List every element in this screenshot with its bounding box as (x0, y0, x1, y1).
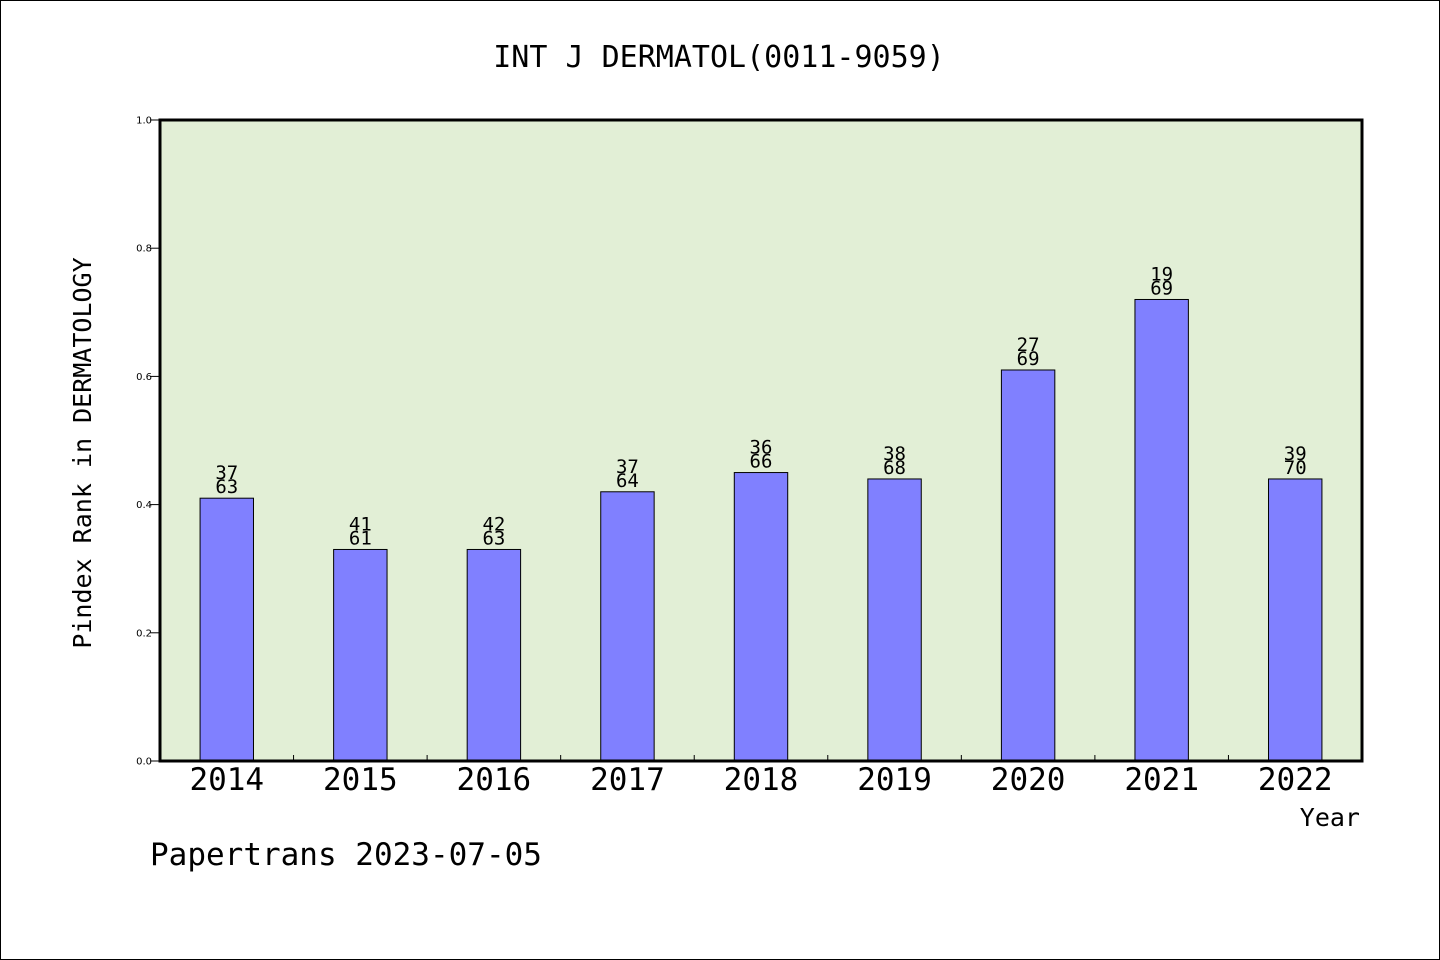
x-tick-label: 2019 (857, 762, 932, 798)
bar-rank-label: 27 (1017, 334, 1040, 356)
bar (867, 478, 922, 762)
bar-total-label: 68 (883, 457, 906, 479)
y-axis-label: Pindex Rank in DERMATOLOGY (68, 257, 97, 648)
footer-credit: Papertrans 2023-07-05 (150, 837, 542, 873)
bar (600, 491, 655, 762)
bar-total-label: 69 (1150, 277, 1173, 299)
bar-rank-label: 36 (750, 437, 773, 459)
x-tick-label: 2022 (1258, 762, 1333, 798)
x-tick-label: 2018 (724, 762, 799, 798)
bar-rank-label: 38 (883, 443, 906, 465)
bar-total-label: 64 (616, 470, 639, 492)
bar-rank-label: 19 (1150, 263, 1173, 285)
bar-total-label: 63 (482, 527, 505, 549)
x-tick-label: 2016 (457, 762, 532, 798)
y-tick-label: 0.0 (136, 757, 152, 768)
chart-title: INT J DERMATOL(0011-9059) (493, 40, 945, 75)
bar-rank-label: 37 (616, 456, 639, 478)
x-tick-label: 2015 (323, 762, 398, 798)
bar-total-label: 69 (1017, 348, 1040, 370)
y-tick-label: 0.8 (136, 244, 152, 255)
x-axis-label: Year (1300, 803, 1360, 832)
x-tick-label: 2017 (590, 762, 665, 798)
bar (333, 548, 388, 762)
bar (1000, 369, 1056, 762)
bar-rank-label: 37 (215, 462, 238, 484)
y-tick-label: 0.2 (136, 628, 152, 639)
y-axis: 0.0 0.2 0.4 0.6 0.8 1.0 (136, 116, 160, 768)
bar (199, 497, 254, 762)
bar (733, 472, 789, 762)
bar (466, 548, 522, 762)
bar-total-label: 61 (349, 527, 372, 549)
bar-total-label: 63 (215, 476, 238, 498)
x-tick-label: 2021 (1124, 762, 1199, 798)
bar (1134, 298, 1189, 762)
y-tick-label: 0.4 (136, 500, 152, 511)
x-tick-label: 2014 (189, 762, 264, 798)
y-tick-label: 1.0 (136, 116, 152, 127)
x-tick-label: 2020 (991, 762, 1066, 798)
bar (1268, 478, 1323, 762)
x-axis: 2014 2015 2016 2017 2018 2019 2020 2021 2022 (189, 755, 1333, 798)
y-tick-label: 0.6 (136, 372, 152, 383)
bar-rank-label: 42 (482, 513, 505, 535)
bar-rank-label: 39 (1284, 443, 1307, 465)
bar-total-label: 66 (750, 451, 773, 473)
bar-total-label: 70 (1284, 457, 1307, 479)
plot-border (158, 118, 1364, 763)
bar-rank-label: 41 (349, 513, 372, 535)
